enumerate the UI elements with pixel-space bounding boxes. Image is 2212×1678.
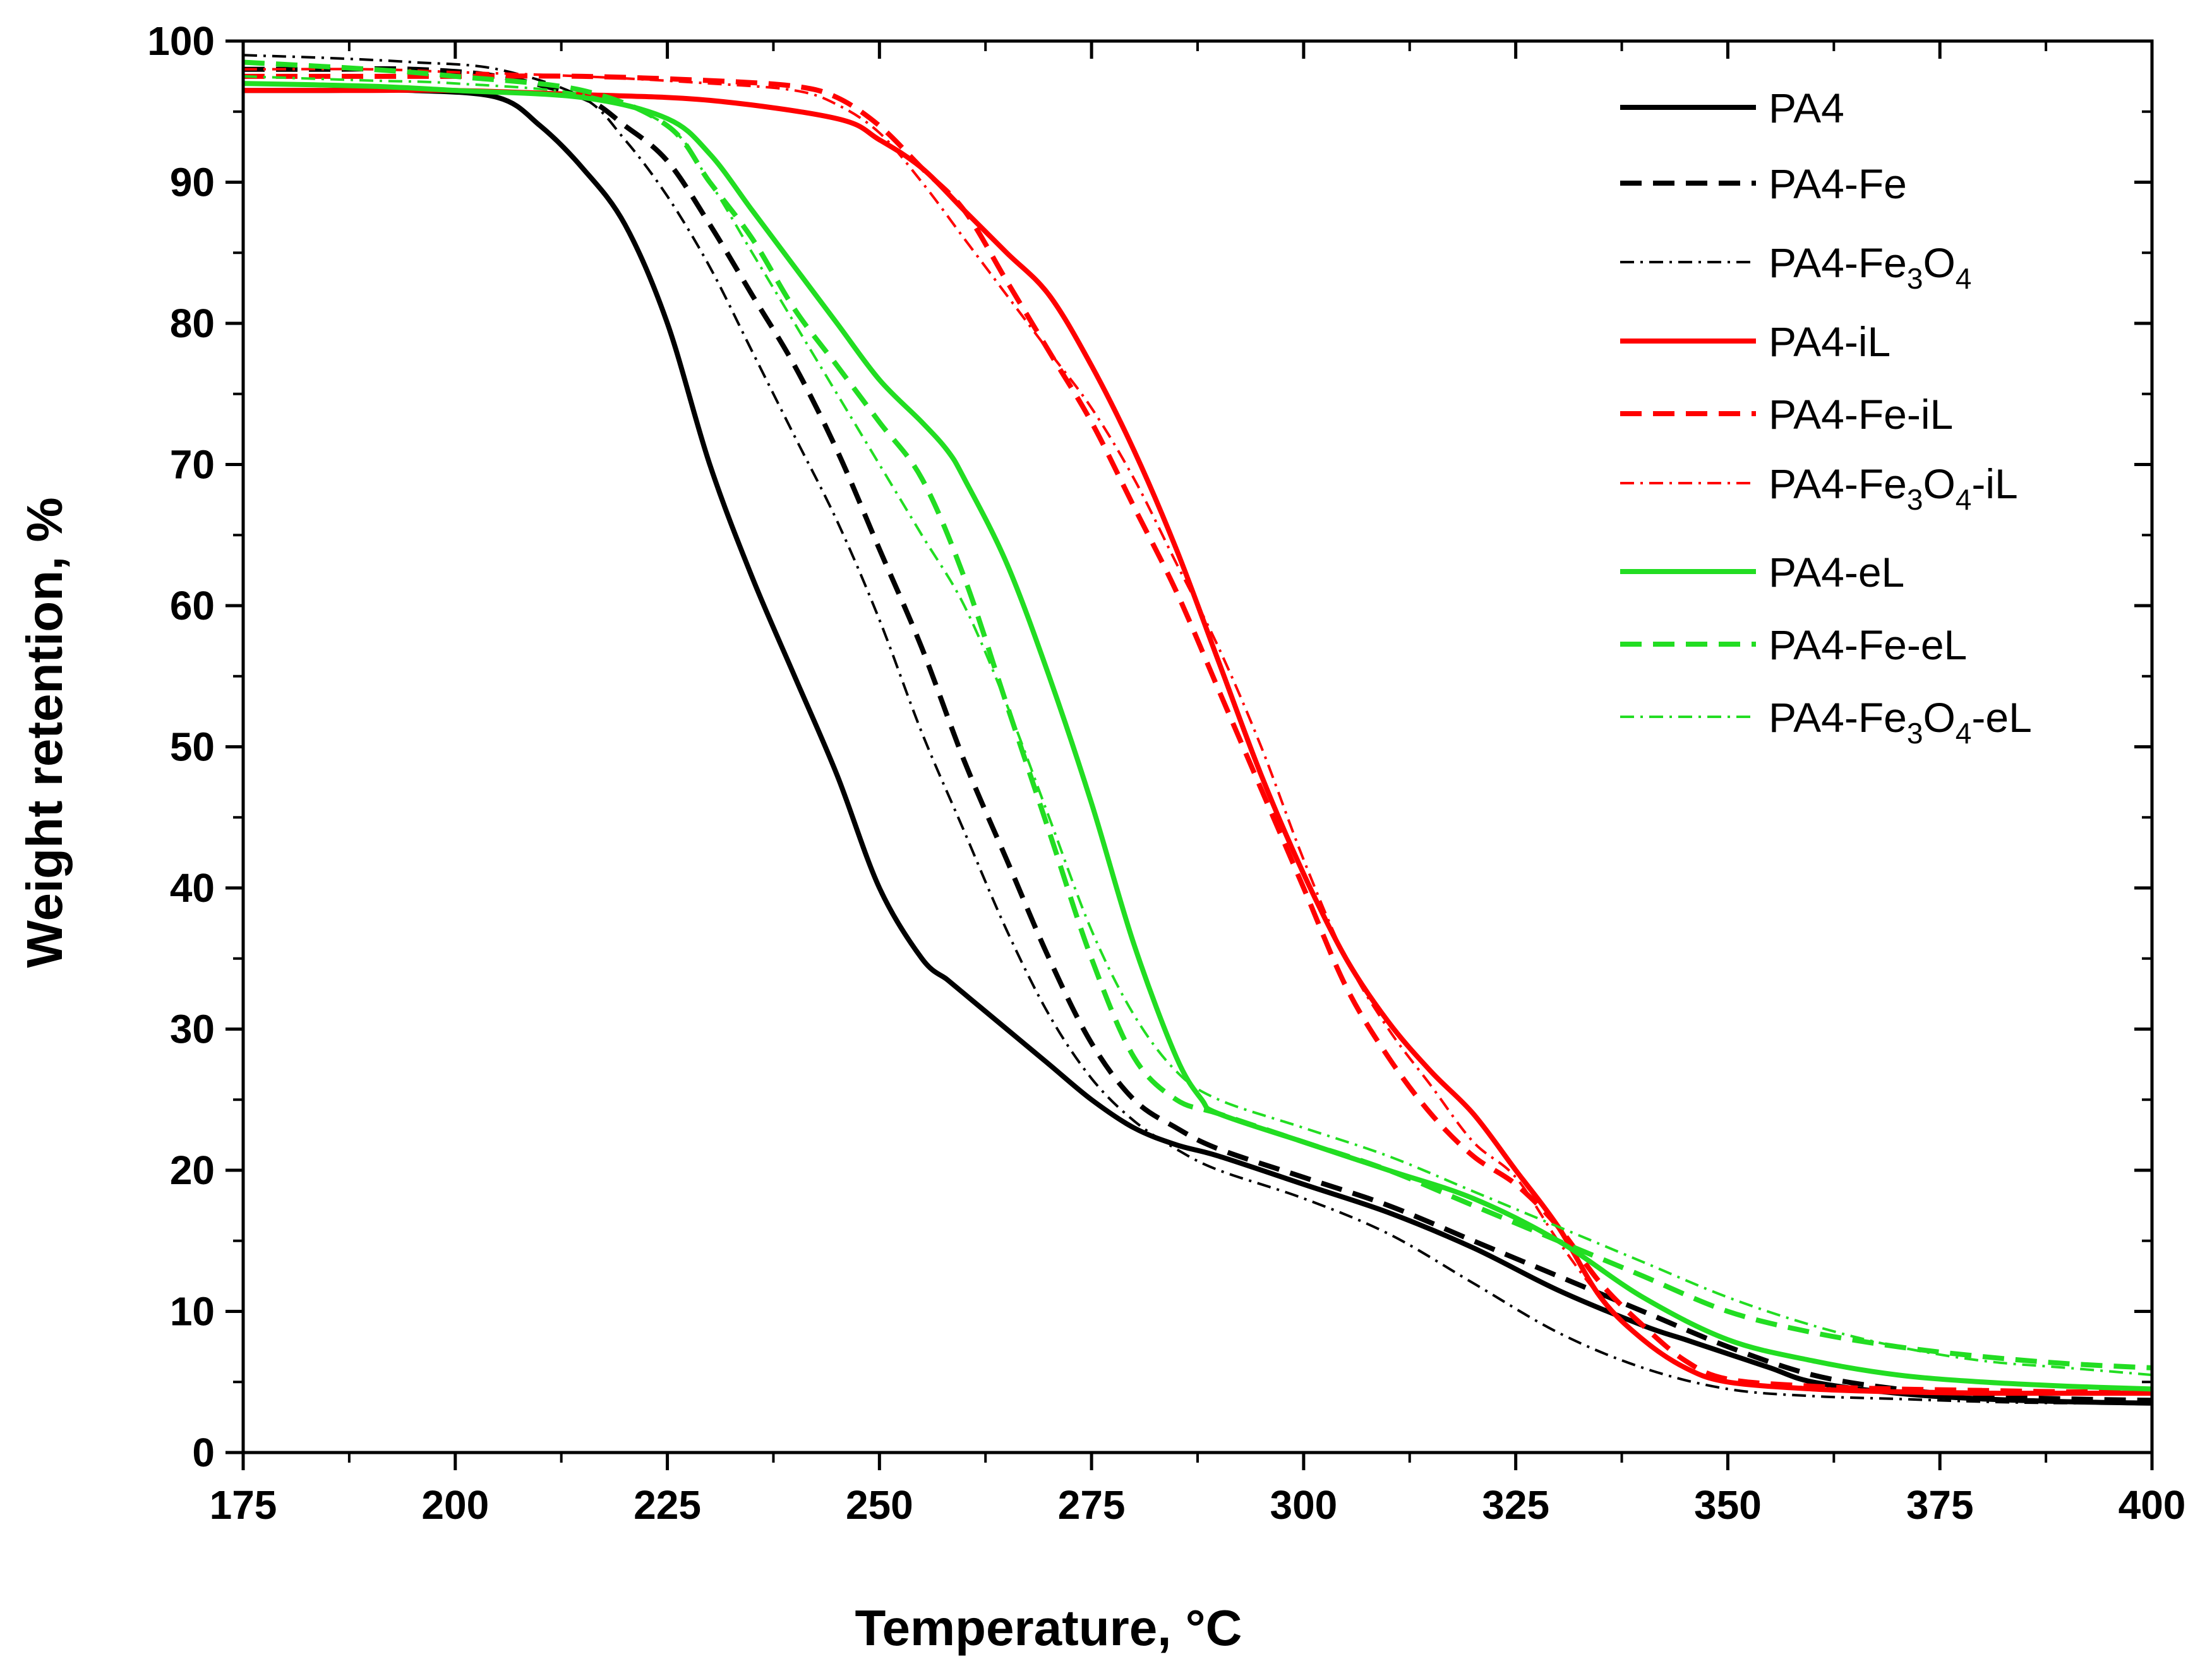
legend-label-pa4-el: PA4-eL xyxy=(1769,549,1904,596)
subscript: 4 xyxy=(1956,262,1972,295)
legend-label-pa4-fe3o4: PA4-Fe3O4 xyxy=(1769,239,1971,295)
y-tick-label: 0 xyxy=(192,1430,215,1475)
legend-label-pa4-fe3o4-el: PA4-Fe3O4-eL xyxy=(1769,694,2032,750)
series-lines xyxy=(243,54,2153,1406)
y-tick-label: 60 xyxy=(170,583,215,628)
y-tick-label: 50 xyxy=(170,724,215,770)
legend-label-pa4-il: PA4-iL xyxy=(1769,318,1890,365)
label-part: -iL xyxy=(1971,460,2017,507)
x-axis-title: Temperature, °C xyxy=(855,1600,1242,1656)
legend-label-pa4-fe-el: PA4-Fe-eL xyxy=(1769,621,1967,668)
y-tick-label: 10 xyxy=(170,1289,215,1334)
series-line-pa4-el xyxy=(243,81,2153,1392)
x-tick-label: 175 xyxy=(210,1482,277,1528)
label-part: -eL xyxy=(1971,694,2031,741)
series-line-pa4-il xyxy=(243,87,2152,1396)
label-part: O xyxy=(1923,239,1955,286)
degree-unit: °C xyxy=(1186,1600,1242,1656)
series-line-pa4-fe xyxy=(243,66,2153,1403)
x-tick-label: 375 xyxy=(1906,1482,1974,1528)
subscript: 3 xyxy=(1907,483,1923,516)
subscript: 4 xyxy=(1956,483,1972,516)
y-tick-label: 30 xyxy=(170,1007,215,1052)
label-part: PA4-Fe xyxy=(1769,460,1907,507)
x-tick-label: 275 xyxy=(1058,1482,1126,1528)
subscript: 3 xyxy=(1907,717,1923,750)
legend: PA4PA4-FePA4-Fe3O4PA4-iLPA4-Fe-iLPA4-Fe3… xyxy=(1620,85,2032,750)
subscript: 4 xyxy=(1956,717,1972,750)
y-tick-label: 70 xyxy=(170,442,215,488)
series-line-pa4-fe-il xyxy=(243,73,2153,1395)
y-tick-label: 40 xyxy=(170,865,215,911)
legend-label-pa4-fe3o4-il: PA4-Fe3O4-iL xyxy=(1769,460,2018,516)
x-tick-label: 325 xyxy=(1482,1482,1549,1528)
y-axis-title: Weight retention, % xyxy=(16,497,73,968)
tick-labels: 175 200 225 250 275 300 325 350 375 400 0 10 20 30 40 5… xyxy=(147,18,2185,1528)
x-tick-label: 225 xyxy=(634,1482,701,1528)
x-tick-label: 400 xyxy=(2119,1482,2186,1528)
legend-label-pa4-fe: PA4-Fe xyxy=(1769,160,1907,207)
y-tick-label: 90 xyxy=(170,160,215,205)
x-tick-label: 300 xyxy=(1270,1482,1337,1528)
label-part: PA4-Fe xyxy=(1769,239,1907,286)
label-part: O xyxy=(1923,694,1955,741)
legend-label-pa4: PA4 xyxy=(1769,85,1844,131)
series-line-pa4-fe-el xyxy=(243,59,2153,1370)
series-line-pa4-fe3o4-el xyxy=(243,75,2153,1377)
label-part: PA4-Fe xyxy=(1769,694,1907,741)
y-tick-label: 80 xyxy=(170,301,215,346)
series-line-pa4-fe3o4-il xyxy=(243,68,2153,1395)
y-tick-label: 100 xyxy=(147,18,215,64)
label-part: O xyxy=(1923,460,1955,507)
series-line-pa4 xyxy=(243,87,2153,1406)
legend-label-pa4-fe-il: PA4-Fe-iL xyxy=(1769,391,1953,438)
x-tick-label: 200 xyxy=(421,1482,489,1528)
y-tick-label: 20 xyxy=(170,1148,215,1193)
series-line-pa4-fe3o4 xyxy=(243,54,2153,1405)
x-tick-label: 250 xyxy=(846,1482,913,1528)
subscript: 3 xyxy=(1907,262,1923,295)
x-tick-label: 350 xyxy=(1694,1482,1762,1528)
axis-ticks xyxy=(225,39,2154,1470)
